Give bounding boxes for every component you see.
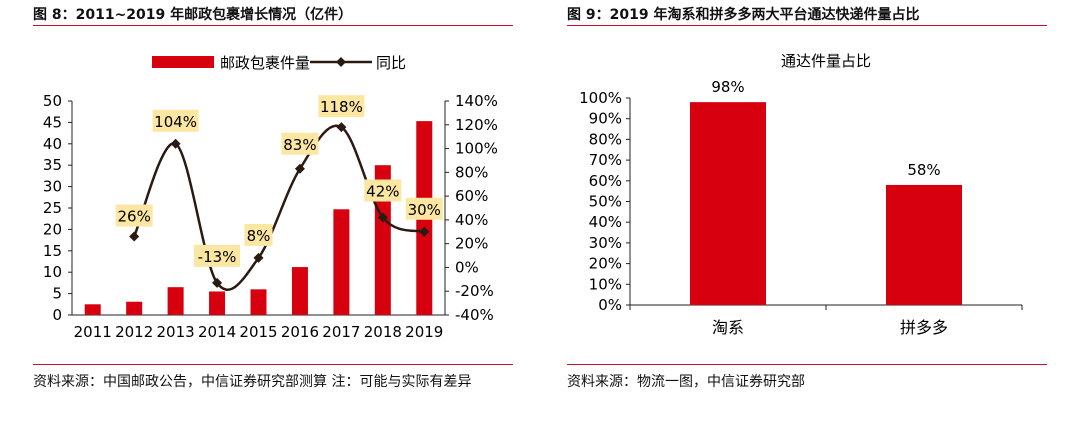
yoy-data-label: 104% <box>154 113 197 131</box>
y-left-tick-label: 50 <box>43 92 62 110</box>
y-right-tick-label: -40% <box>455 306 494 324</box>
yoy-label-box <box>405 197 443 220</box>
chart-title: 通达件量占比 <box>781 52 871 70</box>
y-tick-label: 60% <box>589 172 622 190</box>
legend-swatch-bar <box>152 56 214 68</box>
y-left-tick-label: 30 <box>43 178 62 196</box>
legend-label-bar: 邮政包裹件量 <box>220 54 310 72</box>
y-right-tick-label: -20% <box>455 282 494 300</box>
y-left-tick-label: 5 <box>52 285 62 303</box>
y-tick-label: 20% <box>589 255 622 273</box>
y-left-tick-label: 35 <box>43 156 62 174</box>
y-right-tick-label: 40% <box>455 211 488 229</box>
yoy-label-box <box>318 95 365 118</box>
x-tick-label: 2019 <box>405 323 443 341</box>
y-left-tick-label: 10 <box>43 263 62 281</box>
y-right-tick-label: 60% <box>455 187 488 205</box>
yoy-data-label: 30% <box>408 201 441 219</box>
yoy-point <box>336 122 347 133</box>
y-right-tick-label: 80% <box>455 163 488 181</box>
yoy-point <box>129 231 140 242</box>
yoy-point <box>419 226 430 237</box>
x-tick-label: 2014 <box>198 323 236 341</box>
legend-marker-line <box>336 57 346 67</box>
bar-postal-parcels <box>126 301 143 315</box>
y-left-tick-label: 15 <box>43 242 62 260</box>
y-right-tick-label: 20% <box>455 235 488 253</box>
yoy-label-box <box>364 179 402 202</box>
figure-9-caption: 图 9：2019 年淘系和拼多多两大平台通达快递件量占比 <box>567 7 920 23</box>
y-left-tick-label: 0 <box>52 306 62 324</box>
yoy-label-box <box>194 244 241 267</box>
bar-postal-parcels <box>291 267 308 315</box>
chart-8-postal-parcels: 0 5 10 15 20 25 30 35 40 45 50 -40% -20% 0% 20% 40% 60% 8… <box>43 54 498 341</box>
bar-share <box>690 102 766 305</box>
bar-postal-parcels <box>167 287 184 315</box>
yoy-point <box>170 138 181 149</box>
caption-rule-right <box>567 25 1047 26</box>
x-tick-label: 2017 <box>322 323 360 341</box>
bar-postal-parcels <box>209 291 226 315</box>
legend-label-line: 同比 <box>376 54 406 72</box>
figure-8-source: 资料来源：中国邮政公告，中信证券研究部测算 注：可能与实际有差异 <box>33 374 472 390</box>
y-tick-label: 80% <box>589 130 622 148</box>
y-tick-label: 10% <box>589 275 622 293</box>
y-right-tick-label: 100% <box>455 140 498 158</box>
x-tick-label: 拼多多 <box>900 318 948 337</box>
yoy-data-label: 8% <box>247 227 271 245</box>
y-tick-label: 50% <box>589 193 622 211</box>
y-tick-label: 0% <box>598 296 622 314</box>
bar-postal-parcels <box>374 165 391 315</box>
x-tick-label: 2016 <box>281 323 319 341</box>
y-right-tick-label: 0% <box>455 258 479 276</box>
y-left-tick-label: 40 <box>43 135 62 153</box>
yoy-data-label: 118% <box>320 98 363 116</box>
x-tick-label: 2013 <box>157 323 195 341</box>
y-left-tick-label: 25 <box>43 199 62 217</box>
yoy-point <box>253 252 264 263</box>
x-tick-label: 2018 <box>364 323 402 341</box>
yoy-label-box <box>152 109 199 132</box>
chart-9-share: 通达件量占比 0% 10% 20% 30% 40% 50% 60% 70% 80% 90% 100% 9… <box>579 52 1023 337</box>
yoy-data-label: 42% <box>366 183 399 201</box>
y-tick-label: 40% <box>589 213 622 231</box>
figure-9-source: 资料来源：物流一图，中信证券研究部 <box>567 374 805 390</box>
source-rule-left <box>33 364 513 365</box>
yoy-data-label: -13% <box>198 248 237 266</box>
y-right-tick-label: 140% <box>455 92 498 110</box>
y-left-tick-label: 45 <box>43 113 62 131</box>
bar-data-label: 58% <box>907 161 940 179</box>
y-tick-label: 70% <box>589 151 622 169</box>
bar-share <box>886 184 962 305</box>
bar-postal-parcels <box>250 289 267 315</box>
source-rule-right <box>567 364 1047 365</box>
bar-postal-parcels <box>333 209 350 315</box>
y-left-tick-label: 20 <box>43 220 62 238</box>
x-tick-label: 2012 <box>115 323 153 341</box>
yoy-point <box>377 212 388 223</box>
y-right-tick-label: 120% <box>455 116 498 134</box>
y-tick-label: 30% <box>589 234 622 252</box>
y-tick-label: 100% <box>579 89 622 107</box>
yoy-data-label: 83% <box>283 136 316 154</box>
x-tick-label: 2015 <box>239 323 277 341</box>
x-tick-label: 2011 <box>74 323 112 341</box>
yoy-point <box>212 277 223 288</box>
bar-postal-parcels <box>84 304 101 315</box>
caption-rule-left <box>33 25 513 26</box>
x-tick-label: 淘系 <box>712 318 744 337</box>
y-tick-label: 90% <box>589 110 622 128</box>
yoy-data-label: 26% <box>117 208 150 226</box>
yoy-label-box <box>281 132 319 155</box>
bar-data-label: 98% <box>711 78 744 96</box>
yoy-point <box>294 163 305 174</box>
yoy-label-box <box>115 204 153 227</box>
figure-8-caption: 图 8：2011~2019 年邮政包裹增长情况（亿件） <box>33 7 353 23</box>
yoy-label-box <box>244 223 273 246</box>
